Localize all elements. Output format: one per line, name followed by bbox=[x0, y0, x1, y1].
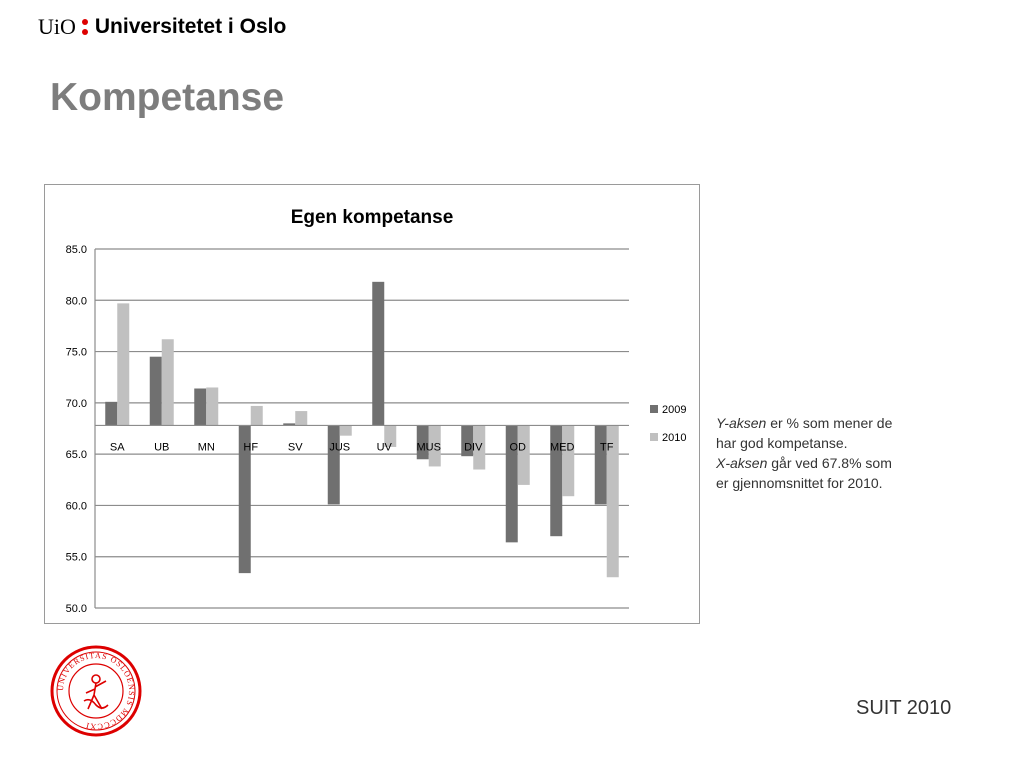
footer-label: SUIT 2010 bbox=[856, 697, 952, 719]
bar-2010-mus bbox=[428, 425, 441, 467]
y-tick-label: 70.0 bbox=[66, 398, 87, 410]
x-tick-label: UB bbox=[154, 441, 169, 453]
x-axis-note: X-aksen går ved 67.8% som er gjennomsnit… bbox=[716, 453, 896, 493]
uio-colon-icon bbox=[81, 19, 88, 35]
university-name: Universitetet i Oslo bbox=[94, 15, 287, 38]
bar-2009-tf bbox=[594, 425, 607, 505]
bar-2009-mus bbox=[416, 425, 429, 460]
y-axis-note-label: Y-aksen bbox=[716, 415, 767, 431]
x-tick-label: UV bbox=[377, 441, 393, 453]
chart-title: Egen kompetanse bbox=[291, 207, 454, 228]
bar-2010-med bbox=[562, 425, 575, 497]
bar-2009-sv bbox=[283, 423, 296, 426]
y-tick-label: 50.0 bbox=[66, 603, 87, 615]
x-tick-label: JUS bbox=[329, 441, 350, 453]
bar-2009-od bbox=[505, 425, 518, 543]
bar-2010-sv bbox=[295, 411, 308, 426]
bar-2010-od bbox=[517, 425, 530, 485]
x-tick-label: SA bbox=[110, 441, 125, 453]
bar-2010-tf bbox=[606, 425, 619, 578]
y-tick-label: 75.0 bbox=[66, 347, 87, 359]
y-tick-label: 55.0 bbox=[66, 552, 87, 564]
x-tick-label: HF bbox=[243, 441, 258, 453]
legend-label: 2009 bbox=[662, 404, 686, 416]
bar-2009-jus bbox=[327, 425, 340, 505]
bar-2010-hf bbox=[250, 405, 263, 426]
university-header: UiO Universitetet i Oslo bbox=[38, 12, 286, 42]
bar-2010-ub bbox=[161, 339, 174, 426]
legend-swatch-2010 bbox=[650, 433, 658, 441]
x-tick-label: TF bbox=[600, 441, 614, 453]
uio-logo-mark: UiO bbox=[38, 14, 76, 39]
bar-2010-uv bbox=[384, 425, 397, 447]
x-axis-note-label: X-aksen bbox=[716, 455, 768, 471]
slide-title: Kompetanse bbox=[50, 76, 285, 119]
bar-2010-jus bbox=[339, 425, 352, 436]
x-tick-label: MED bbox=[550, 441, 575, 453]
y-tick-label: 60.0 bbox=[66, 500, 87, 512]
university-seal-icon: UNIVERSITAS OSLOENSIS MDCCCXI bbox=[50, 645, 142, 737]
bar-2009-div bbox=[461, 425, 474, 457]
y-tick-label: 80.0 bbox=[66, 295, 87, 307]
x-tick-label: OD bbox=[510, 441, 527, 453]
bar-chart: Egen kompetanse 50.0 55.0 60.0 65.0 70.0 75.0 8… bbox=[66, 207, 687, 615]
y-tick-label: 85.0 bbox=[66, 244, 87, 256]
legend-swatch-2009 bbox=[650, 405, 658, 413]
x-tick-label: SV bbox=[288, 441, 303, 453]
y-axis-note: Y-aksen er % som mener de har god kompet… bbox=[716, 413, 896, 453]
x-tick-label: MN bbox=[198, 441, 215, 453]
bar-2010-sa bbox=[117, 303, 130, 426]
bar-2009-hf bbox=[238, 425, 251, 574]
svg-text:UNIVERSITAS OSLOENSIS MDCCCXI: UNIVERSITAS OSLOENSIS MDCCCXI bbox=[56, 651, 136, 731]
y-axis-note-text: er % som mener de har god kompetanse. bbox=[716, 415, 893, 451]
y-tick-label: 65.0 bbox=[66, 449, 87, 461]
axis-annotation: Y-aksen er % som mener de har god kompet… bbox=[716, 413, 896, 493]
bar-2009-sa bbox=[105, 401, 118, 426]
bar-2010-div bbox=[473, 425, 486, 470]
bar-2009-uv bbox=[372, 281, 385, 426]
legend-label: 2010 bbox=[662, 432, 686, 444]
x-tick-label: DIV bbox=[464, 441, 483, 453]
bar-2010-mn bbox=[206, 387, 219, 426]
bar-2009-ub bbox=[149, 356, 162, 426]
x-tick-label: MUS bbox=[417, 441, 441, 453]
chart-frame: Egen kompetanse 50.0 55.0 60.0 65.0 70.0 75.0 8… bbox=[44, 184, 700, 624]
x-axis-note-text: går ved 67.8% som er gjennomsnittet for … bbox=[716, 455, 892, 491]
bar-2009-med bbox=[550, 425, 563, 537]
bar-2009-mn bbox=[194, 388, 207, 426]
